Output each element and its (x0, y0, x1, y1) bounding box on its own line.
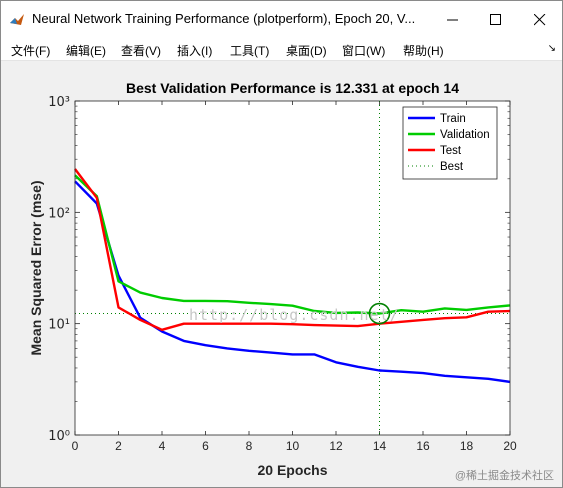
menu-insert[interactable]: 插入(I) (177, 44, 213, 58)
legend-label-train: Train (440, 113, 466, 125)
menu-bar: 文件(F) 编辑(E) 查看(V) 插入(I) 工具(T) 桌面(D) 窗口(W… (1, 38, 562, 61)
x-tick-label: 2 (115, 439, 122, 453)
watermark-text: http://blog.csdn.net/ (189, 306, 400, 324)
legend-label-best: Best (440, 161, 464, 173)
close-button[interactable] (517, 5, 562, 33)
x-tick-label: 10 (286, 439, 300, 453)
chart-title: Best Validation Performance is 12.331 at… (126, 80, 459, 96)
y-tick-label: 10² (48, 206, 70, 221)
x-tick-label: 20 (503, 439, 517, 453)
title-bar: Neural Network Training Performance (plo… (1, 1, 562, 37)
x-tick-label: 14 (373, 439, 387, 453)
y-tick-label: 10³ (48, 95, 70, 110)
x-axis-label: 20 Epochs (257, 462, 327, 478)
figure-canvas: Best Validation Performance is 12.331 at… (1, 61, 562, 487)
menu-help[interactable]: 帮助(H) (403, 44, 444, 58)
series-line-test (74, 168, 511, 331)
y-tick-label: 10¹ (48, 318, 70, 333)
x-tick-label: 4 (159, 439, 166, 453)
menu-file[interactable]: 文件(F) (11, 44, 51, 58)
x-tick-label: 16 (416, 439, 430, 453)
menu-tools[interactable]: 工具(T) (230, 44, 270, 58)
menu-edit[interactable]: 编辑(E) (66, 44, 106, 58)
y-tick-label: 10⁰ (48, 429, 70, 444)
best-marker (368, 302, 391, 325)
minimize-button[interactable] (430, 5, 475, 33)
x-tick-label: 6 (202, 439, 209, 453)
matlab-icon (10, 14, 24, 25)
x-tick-label: 12 (329, 439, 343, 453)
performance-chart: Best Validation Performance is 12.331 at… (28, 80, 517, 478)
axes-box (74, 100, 511, 436)
maximize-button[interactable] (473, 5, 518, 33)
maximize-icon (490, 14, 501, 25)
series-line-validation (74, 174, 511, 315)
x-tick-label: 8 (246, 439, 253, 453)
x-tick-label: 0 (72, 439, 79, 453)
menu-view[interactable]: 查看(V) (121, 44, 161, 58)
minimize-icon (447, 19, 458, 21)
y-axis-label: Mean Squared Error (mse) (28, 180, 44, 355)
menu-window[interactable]: 窗口(W) (342, 44, 386, 58)
legend-label-validation: Validation (440, 129, 490, 141)
toolbar-toggle-icon[interactable]: ↘ (547, 43, 556, 54)
legend-label-test: Test (440, 145, 462, 157)
close-icon (534, 14, 546, 26)
footer-watermark: @稀土掘金技术社区 (454, 470, 554, 482)
window-title: Neural Network Training Performance (plo… (32, 11, 416, 26)
x-tick-label: 18 (460, 439, 474, 453)
menu-desktop[interactable]: 桌面(D) (286, 44, 327, 58)
